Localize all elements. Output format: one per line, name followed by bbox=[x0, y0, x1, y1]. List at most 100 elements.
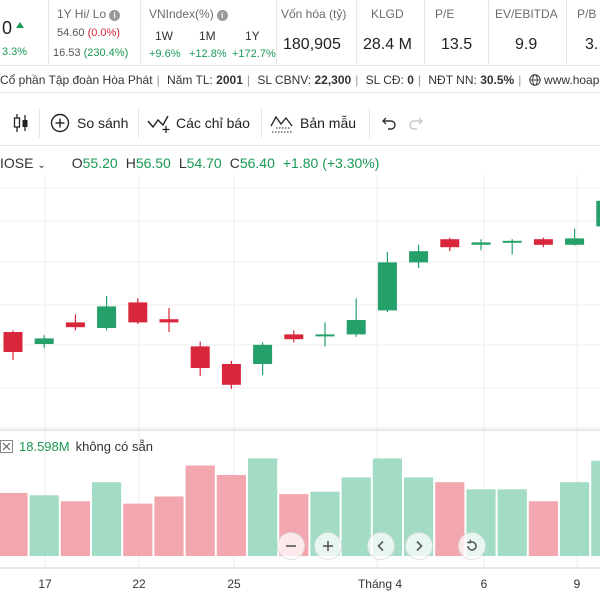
change-value: +1.80 (+3.30%) bbox=[282, 155, 380, 171]
candle-body bbox=[128, 302, 148, 323]
info-icon[interactable]: i bbox=[216, 10, 228, 21]
candle-body bbox=[253, 344, 273, 364]
company-website-link[interactable]: www.hoap bbox=[544, 73, 600, 87]
volume-bar bbox=[591, 460, 600, 556]
candle-body bbox=[190, 346, 210, 368]
volume-value: 28.4 M bbox=[363, 36, 412, 53]
volume-bars bbox=[0, 458, 600, 556]
template-button[interactable]: Bản mẫu bbox=[270, 100, 356, 146]
candle-body bbox=[346, 320, 366, 335]
shareholders-value: 0 bbox=[407, 73, 414, 87]
x-tick-label: 17 bbox=[38, 577, 52, 591]
template-icon bbox=[270, 115, 293, 133]
volume-column: KLGD 28.4 M bbox=[356, 0, 424, 66]
x-tick-label: 6 bbox=[481, 577, 488, 591]
undo-button[interactable] bbox=[379, 100, 397, 146]
volume-legend-value: 18.598M bbox=[19, 438, 70, 454]
founding-year: 2001 bbox=[216, 73, 243, 87]
indicators-label: Các chỉ báo bbox=[176, 115, 250, 131]
ev-ebitda-column: EV/EBITDA 9.9 bbox=[488, 0, 566, 66]
chevron-right-icon bbox=[416, 540, 423, 552]
exchange-selector[interactable]: IOSE ⌄ bbox=[0, 155, 46, 171]
candle-body bbox=[377, 262, 397, 311]
vnindex-period-1y[interactable]: 1Y bbox=[245, 29, 260, 43]
vnindex-column: VNIndex(%) i 1W 1M 1Y +9.6% +12.8% +172.7… bbox=[140, 0, 276, 66]
vnindex-period-1m[interactable]: 1M bbox=[199, 29, 216, 43]
collapse-icon[interactable] bbox=[0, 439, 13, 453]
volume-bar bbox=[29, 495, 59, 556]
minus-icon bbox=[286, 545, 296, 547]
candlestick-icon bbox=[13, 114, 28, 132]
vnindex-1m-value: +12.8% bbox=[189, 48, 227, 60]
pb-column: P/B 3. bbox=[566, 0, 600, 66]
price-column: 0 3.3% bbox=[0, 0, 48, 66]
year-low: 16.53 (230.4%) bbox=[53, 47, 129, 59]
price-up-arrow-icon bbox=[16, 22, 24, 28]
employees-label: SL CBNV: bbox=[257, 73, 312, 87]
chart-toolbar: So sánh Các chỉ báo Bản mẫu bbox=[0, 100, 600, 146]
scroll-left-button[interactable] bbox=[367, 532, 395, 560]
volume-bar bbox=[216, 475, 246, 556]
price-change: 3.3% bbox=[2, 46, 28, 58]
low-value: L54.70 bbox=[178, 155, 222, 171]
undo-icon bbox=[382, 117, 396, 130]
volume-bar bbox=[248, 458, 278, 556]
x-tick-label: 9 bbox=[574, 577, 581, 591]
company-name: Cổ phần Tập đoàn Hòa Phát bbox=[0, 73, 153, 87]
vnindex-label: VNIndex(%) i bbox=[149, 7, 228, 21]
volume-label: KLGD bbox=[371, 7, 404, 21]
candle-body bbox=[596, 200, 600, 227]
zoom-in-button[interactable] bbox=[314, 532, 342, 560]
candle-body bbox=[284, 334, 304, 340]
candle-body bbox=[565, 238, 585, 245]
compare-button[interactable]: So sánh bbox=[50, 100, 128, 146]
chevron-left-icon bbox=[377, 540, 384, 552]
candlestick-type-button[interactable] bbox=[12, 100, 30, 146]
candle-body bbox=[3, 332, 23, 352]
market-cap-label: Vốn hóa (tỷ) bbox=[281, 7, 347, 21]
pe-value: 13.5 bbox=[441, 36, 473, 53]
year-hi-lo-column: 1Y Hi/ Lo i 54.60 (0.0%) 16.53 (230.4%) bbox=[48, 0, 140, 66]
scroll-right-button[interactable] bbox=[405, 532, 433, 560]
reset-chart-button[interactable] bbox=[458, 532, 486, 560]
shareholders-label: SL CĐ: bbox=[365, 73, 404, 87]
plus-icon bbox=[323, 541, 333, 551]
compare-label: So sánh bbox=[77, 115, 129, 131]
ev-ebitda-value: 9.9 bbox=[515, 36, 538, 53]
high-value: H56.50 bbox=[125, 155, 171, 171]
price-chart[interactable]: 17 22 25 Tháng 4 6 9 bbox=[0, 147, 600, 600]
foreign-investors-label: NĐT NN: bbox=[428, 73, 477, 87]
vnindex-period-1w[interactable]: 1W bbox=[155, 29, 173, 43]
founding-year-label: Năm TL: bbox=[167, 73, 213, 87]
info-icon[interactable]: i bbox=[109, 10, 121, 21]
volume-bar bbox=[341, 477, 371, 556]
volume-bar bbox=[528, 501, 558, 556]
candle-body bbox=[440, 239, 460, 248]
volume-bar bbox=[185, 465, 215, 556]
candle-body bbox=[502, 240, 522, 243]
candle-body bbox=[34, 338, 54, 344]
vnindex-1w-value: +9.6% bbox=[149, 48, 181, 60]
x-tick-label: Tháng 4 bbox=[358, 577, 402, 591]
candle-body bbox=[65, 322, 85, 328]
foreign-investors-value: 30.5% bbox=[480, 73, 515, 87]
candle-body bbox=[97, 306, 117, 328]
candle-body bbox=[533, 239, 553, 245]
volume-bar bbox=[154, 496, 184, 556]
volume-bar bbox=[92, 482, 122, 556]
ohlc-legend: IOSE ⌄ O55.20 H56.50 L54.70 C56.40 +1.80… bbox=[0, 152, 379, 174]
redo-button[interactable] bbox=[408, 100, 426, 146]
volume-legend: 18.598M không có sẵn bbox=[0, 436, 153, 456]
zoom-out-button[interactable] bbox=[277, 532, 305, 560]
market-cap-column: Vốn hóa (tỷ) 180,905 bbox=[276, 0, 356, 66]
pb-value: 3. bbox=[585, 36, 599, 53]
vnindex-1y-value: +172.7% bbox=[232, 48, 276, 60]
year-hi-lo-label: 1Y Hi/ Lo i bbox=[57, 7, 121, 21]
candle-body bbox=[159, 319, 179, 323]
candle-body bbox=[409, 251, 429, 263]
pb-label: P/B bbox=[577, 7, 597, 21]
indicators-icon bbox=[147, 115, 170, 133]
volume-bar bbox=[60, 501, 90, 556]
market-cap-value: 180,905 bbox=[283, 36, 341, 53]
indicators-button[interactable]: Các chỉ báo bbox=[147, 100, 250, 146]
